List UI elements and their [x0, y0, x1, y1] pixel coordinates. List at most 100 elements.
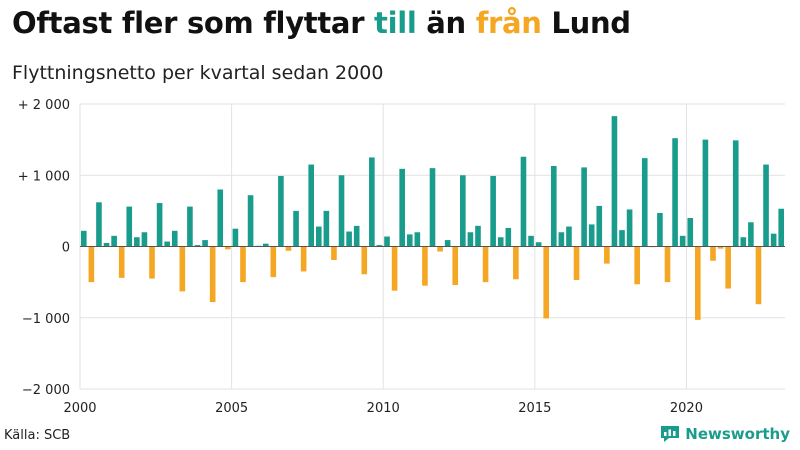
bar [634, 246, 640, 285]
bar [247, 195, 254, 247]
bar [164, 241, 170, 247]
bar [732, 140, 739, 247]
bar [209, 246, 216, 303]
bar [626, 209, 633, 247]
bar [414, 232, 421, 247]
bar [156, 203, 163, 247]
chart-subtitle: Flyttningsnetto per kvartal sedan 2000 [12, 62, 384, 84]
bar [588, 224, 595, 247]
bar [687, 218, 694, 247]
bar [406, 234, 413, 247]
bar [118, 246, 125, 278]
x-tick-label: 2020 [670, 401, 703, 416]
bar [475, 225, 481, 247]
x-tick-label: 2005 [215, 401, 248, 416]
brand-logo[interactable]: Newsworthy [660, 425, 790, 443]
bar [641, 158, 648, 247]
bar [293, 210, 299, 247]
bar [748, 222, 754, 247]
bar [528, 235, 534, 247]
bar [300, 246, 307, 272]
bar [550, 165, 557, 247]
x-tick-label: 2000 [63, 401, 96, 416]
bar [725, 246, 731, 289]
bar [308, 164, 315, 247]
bar [566, 226, 572, 247]
bar [619, 230, 625, 247]
bar [664, 246, 671, 283]
bar-chart-logo-icon [661, 426, 680, 442]
x-tick-label: 2015 [518, 401, 551, 416]
bar [171, 230, 178, 247]
bar [262, 243, 269, 247]
bar [429, 168, 436, 247]
y-tick-label: + 2 000 [18, 98, 70, 113]
bar [717, 246, 724, 249]
bar [225, 246, 231, 250]
bar [270, 246, 277, 278]
bar [672, 138, 678, 247]
bar [604, 246, 610, 264]
bar [497, 237, 504, 247]
chart-title: Oftast fler som flyttar till än från Lun… [12, 6, 631, 40]
bar [240, 246, 246, 283]
bar [141, 232, 148, 247]
title-part-1: Oftast fler som flyttar [12, 6, 374, 40]
bar [740, 237, 747, 247]
bar [452, 246, 459, 285]
title-part-5: Lund [541, 6, 631, 40]
bar [702, 139, 709, 247]
title-part-3: än [416, 6, 476, 40]
bar [573, 246, 580, 280]
bar [194, 245, 201, 247]
y-tick-label: + 1 000 [18, 169, 70, 184]
bar [315, 226, 322, 247]
bar [391, 246, 398, 291]
bar [217, 189, 224, 247]
bar [778, 208, 785, 247]
bar [88, 246, 95, 283]
bar [338, 175, 345, 247]
bar [323, 210, 330, 247]
bar [134, 237, 140, 247]
bar [399, 168, 405, 247]
bar [384, 236, 390, 247]
bar [755, 246, 762, 305]
bar [232, 228, 239, 247]
bar [695, 246, 701, 320]
bar [581, 167, 587, 247]
title-till: till [374, 6, 417, 40]
bar [520, 156, 527, 247]
brand-name: Newsworthy [685, 425, 790, 443]
bar [710, 246, 716, 261]
bar [103, 242, 110, 247]
bar [126, 206, 133, 247]
y-tick-label: −2 000 [22, 383, 70, 398]
bar [149, 246, 155, 279]
bar [763, 164, 769, 247]
y-tick-label: 0 [62, 241, 70, 256]
bar [179, 246, 186, 292]
bar [770, 233, 777, 247]
bar [543, 246, 550, 319]
bar [346, 231, 352, 247]
bar [679, 235, 686, 247]
bar [111, 235, 117, 247]
y-tick-label: −1 000 [22, 312, 70, 327]
bar [202, 240, 208, 247]
bar [422, 246, 428, 286]
title-fran: från [475, 6, 542, 40]
bar [467, 232, 474, 247]
bar [535, 242, 542, 247]
bar [376, 245, 383, 247]
bar [187, 206, 193, 247]
bar [596, 205, 603, 247]
bar [657, 213, 663, 247]
bar [96, 202, 102, 247]
bar [460, 175, 466, 247]
x-tick-label: 2010 [367, 401, 400, 416]
bar [611, 116, 618, 247]
bar [361, 246, 368, 275]
bar [80, 230, 87, 247]
